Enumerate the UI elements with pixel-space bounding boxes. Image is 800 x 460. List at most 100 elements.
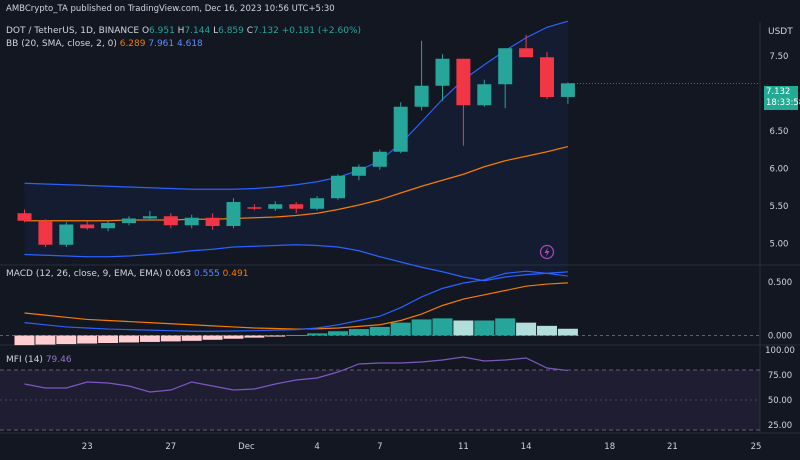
candle-body [498, 48, 513, 85]
candle-body [122, 218, 136, 223]
candle-body [205, 217, 220, 226]
macd-signal-value: 0.491 [222, 269, 249, 279]
candle-body [351, 166, 366, 176]
mfi-legend[interactable]: MFI (14) 79.46 [6, 355, 72, 366]
macd-hist-bar [160, 335, 181, 342]
bb-label: BB (20, SMA, close, 2, 0) [6, 39, 117, 49]
macd-label: MACD (12, 26, close, 9, EMA, EMA) [6, 269, 163, 279]
macd-hist-bar [14, 335, 35, 346]
mfi-tick-label: 75.00 [768, 371, 792, 381]
mfi-line [24, 356, 568, 393]
time-tick-label: 11 [458, 442, 469, 452]
candle-body [372, 151, 387, 167]
candle-body [310, 198, 325, 209]
bb-band-fill [24, 21, 568, 281]
mfi-tick-label: 100.00 [765, 346, 795, 356]
macd-legend[interactable]: MACD (12, 26, close, 9, EMA, EMA) 0.063 … [6, 269, 248, 280]
ohlc-high: 7.144 [184, 26, 211, 36]
candle-body [59, 224, 74, 245]
mfi-value: 79.46 [45, 355, 72, 365]
bb-basis-value: 6.289 [119, 39, 146, 49]
time-tick-label: 27 [165, 442, 176, 452]
macd-hist-bar [35, 335, 56, 345]
candle-body [163, 216, 178, 226]
mfi-tick-label: 50.00 [768, 396, 792, 406]
macd-hist-bar [223, 335, 244, 339]
time-tick-label: 7 [377, 442, 382, 452]
candle-body [477, 84, 492, 106]
bb-legend[interactable]: BB (20, SMA, close, 2, 0) 6.289 7.961 4.… [6, 39, 203, 50]
candle-body [80, 224, 95, 229]
macd-hist-bar [244, 335, 265, 338]
candle-body [184, 217, 199, 226]
time-tick-label: 4 [314, 442, 319, 452]
candle-body [560, 83, 575, 97]
candle-body [414, 85, 429, 107]
macd-hist-bar [537, 325, 557, 336]
candle-body [101, 223, 116, 229]
candle-body [289, 204, 304, 209]
mfi-label: MFI (14) [6, 355, 43, 365]
candle-body [435, 58, 450, 86]
mfi-tick-label: 25.00 [768, 421, 792, 431]
candle-body [540, 57, 554, 97]
macd-hist-bar [307, 333, 328, 336]
bb-lower-line [24, 244, 568, 282]
candle-body [226, 202, 241, 226]
price-tick-label: 5.00 [770, 239, 789, 249]
ohlc-low: 6.859 [218, 26, 244, 36]
bb-upper-value: 7.961 [148, 39, 175, 49]
macd-hist-bar [265, 335, 286, 337]
candle-body [38, 220, 53, 245]
macd-hist-bar [369, 326, 390, 336]
time-tick-label: Dec [238, 442, 255, 452]
macd-hist-bar [474, 320, 495, 336]
candle-body [17, 213, 32, 221]
ohlc-close: 7.132 [253, 26, 279, 36]
candle-body [393, 106, 408, 152]
bar-countdown: 18:33:58 [766, 98, 800, 108]
macd-hist-bar [181, 335, 202, 341]
macd-pane [0, 270, 760, 346]
last-price: 7.132 [766, 87, 791, 97]
macd-hist-bar [453, 320, 474, 336]
candle-body [456, 58, 471, 106]
candle-body [268, 204, 283, 209]
macd-hist-bar [98, 335, 119, 343]
macd-hist-bar [516, 322, 537, 336]
ohlc-l-label: L [213, 26, 219, 36]
price-tick-label: 5.50 [770, 202, 789, 212]
bb-lower-value: 4.618 [177, 39, 203, 49]
last-price-badge: 7.132 18:33:58 [764, 86, 800, 110]
ohlc-h-label: H [177, 26, 185, 36]
macd-hist-bar [495, 318, 516, 336]
axes: 5.005.506.006.507.007.500.0000.50025.005… [82, 52, 795, 452]
time-tick-label: 18 [604, 442, 615, 452]
macd-line [24, 270, 568, 332]
macd-hist-bar [557, 328, 578, 336]
price-tick-label: 7.50 [770, 52, 789, 62]
macd-hist-bar [390, 322, 411, 336]
candle-body [519, 48, 534, 58]
macd-line-value: 0.555 [194, 269, 220, 279]
lightning-icon[interactable] [539, 244, 555, 260]
currency-button[interactable]: USDT [768, 27, 793, 37]
macd-hist-bar [432, 318, 453, 336]
published-caption: AMBCrypto_TA published on TradingView.co… [6, 4, 335, 14]
price-tick-label: 6.50 [770, 127, 789, 137]
time-tick-label: 14 [521, 442, 532, 452]
macd-hist-bar [56, 335, 77, 345]
bollinger-bands [24, 20, 569, 282]
symbol-legend[interactable]: DOT / TetherUS, 1D, BINANCE O6.951 H7.14… [6, 26, 361, 37]
time-tick-label: 23 [82, 442, 93, 452]
ohlc-change: +0.181 (+2.60%) [281, 26, 362, 36]
macd-tick-label: 0.000 [768, 332, 792, 342]
macd-hist-bar [348, 329, 369, 336]
ohlc-open: 6.951 [149, 26, 175, 36]
macd-hist-bar [202, 335, 223, 340]
candle-body [331, 175, 345, 199]
ohlc-o-label: O [141, 26, 150, 36]
symbol-title: DOT / TetherUS, 1D, BINANCE [6, 26, 140, 36]
candle-body [142, 216, 157, 219]
